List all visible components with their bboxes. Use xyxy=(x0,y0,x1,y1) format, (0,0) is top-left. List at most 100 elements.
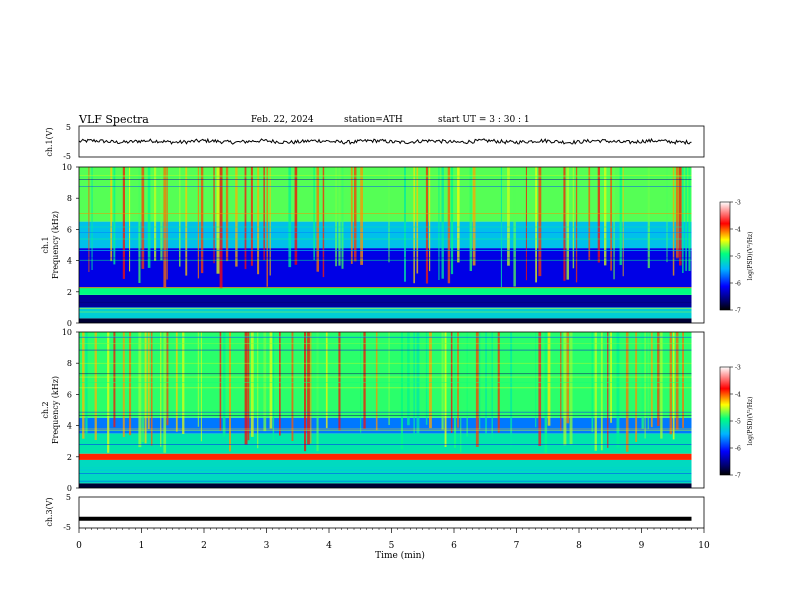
time-axis: 0 1 2 3 4 5 6 7 8 9 10 xyxy=(76,528,710,551)
colorbar-tick-label: -7 xyxy=(735,473,741,480)
spec-band xyxy=(79,459,692,484)
ch1-ylabel: ch.1(V) xyxy=(45,127,54,156)
spec-sferic xyxy=(279,332,281,436)
chart-title: VLF Spectra xyxy=(79,113,149,126)
spec-sferic xyxy=(129,167,131,272)
spec-sferic xyxy=(647,167,650,269)
spec-ytick-label: 10 xyxy=(62,163,72,172)
spec-line xyxy=(79,335,692,337)
spec-sferic xyxy=(122,332,125,438)
ch1-channel-label: ch.1 xyxy=(41,236,50,253)
ch1-trace xyxy=(78,137,692,146)
spec-sferic xyxy=(122,167,125,279)
spec-sferic xyxy=(491,332,493,439)
spec-sferic xyxy=(472,167,476,266)
spec-sferic xyxy=(263,332,267,432)
spec-sferic xyxy=(91,167,93,270)
spec-sferic xyxy=(441,167,444,279)
ch1-colorbar-gradient xyxy=(719,201,731,311)
spec-sferic xyxy=(250,332,254,437)
spec-sferic xyxy=(450,167,454,275)
spec-ytick-label: 8 xyxy=(67,194,72,203)
spec-sferic xyxy=(138,167,141,283)
spec-sferic xyxy=(338,332,341,431)
spec-line xyxy=(79,467,692,468)
ch1-waveform xyxy=(78,137,692,146)
spec-sferic xyxy=(479,332,481,429)
spec-sferic xyxy=(200,332,202,442)
spec-sferic xyxy=(325,332,328,429)
spec-sferic xyxy=(219,167,223,289)
spec-line xyxy=(79,473,692,474)
ch3-frame xyxy=(78,496,705,529)
spec-sferic xyxy=(413,167,415,284)
spec-line xyxy=(79,428,692,430)
ch1-colorbar: -3 -4 -5 -6 -7 log(PSD)(V²/Hz) xyxy=(719,200,754,315)
colorbar-tick-label: -6 xyxy=(735,281,741,288)
spec-sferic xyxy=(88,167,90,272)
spec-band xyxy=(79,287,692,295)
spec-sferic xyxy=(294,167,298,265)
spec-line xyxy=(79,337,692,338)
spec-ytick-label: 0 xyxy=(67,484,72,493)
spec-sferic xyxy=(247,332,250,441)
spec-line xyxy=(79,376,692,378)
spec-sferic xyxy=(219,332,222,431)
spec-sferic xyxy=(416,167,419,274)
spec-sferic xyxy=(257,332,259,449)
spec-line xyxy=(79,232,692,233)
spec-sferic xyxy=(669,332,672,435)
spec-line xyxy=(79,259,692,261)
spec-sferic xyxy=(94,332,97,440)
spec-line xyxy=(79,411,692,413)
spec-sferic xyxy=(175,332,178,432)
ch1-panel: 5 -5 ch.1(V) xyxy=(45,123,705,161)
spec-sferic xyxy=(566,167,569,280)
colorbar-tick-label: -5 xyxy=(735,254,741,261)
ch2-colorbar-label: log(PSD)(V²/Hz) xyxy=(747,397,754,446)
spec-sferic xyxy=(625,332,629,452)
spec-sferic xyxy=(269,332,273,429)
spec-sferic xyxy=(404,167,406,282)
spec-sferic xyxy=(185,167,188,276)
spec-sferic xyxy=(635,332,638,442)
spec-sferic xyxy=(679,167,682,266)
spec-sferic xyxy=(354,167,357,262)
spec-sferic xyxy=(566,332,569,424)
spec-line xyxy=(79,430,692,431)
spec-sferic xyxy=(613,167,615,280)
spec-line xyxy=(79,373,692,375)
xtick-label: 9 xyxy=(639,541,645,551)
xaxis-label: Time (min) xyxy=(375,550,425,561)
spec-line xyxy=(79,257,692,259)
spec-sferic xyxy=(235,167,238,267)
ch1-spec-yticks: 0 2 4 6 8 10 xyxy=(62,163,79,328)
xtick-label: 5 xyxy=(389,541,395,551)
spec-band xyxy=(79,483,692,488)
xtick-label: 8 xyxy=(576,541,582,551)
spec-sferic xyxy=(500,167,502,289)
spec-sferic xyxy=(547,332,551,426)
spec-sferic xyxy=(213,167,215,264)
spec-sferic xyxy=(316,332,319,452)
spec-sferic xyxy=(616,332,620,448)
spec-sferic xyxy=(107,332,110,453)
spec-ytick-label: 2 xyxy=(67,453,72,462)
spec-sferic xyxy=(200,167,204,274)
spec-sferic xyxy=(141,332,145,442)
xtick-label: 10 xyxy=(698,541,710,551)
ch1-colorbar-label: log(PSD)(V²/Hz) xyxy=(747,232,754,281)
spec-sferic xyxy=(429,167,431,272)
spec-sferic xyxy=(316,167,319,272)
ch3-ytick-bottom: -5 xyxy=(63,523,71,532)
spec-sferic xyxy=(675,167,679,259)
spec-line xyxy=(79,469,692,471)
spec-line xyxy=(79,176,692,178)
spec-sferic xyxy=(657,332,660,426)
spec-sferic xyxy=(154,167,157,261)
xtick-label: 2 xyxy=(201,541,207,551)
spec-sferic xyxy=(685,167,687,271)
spec-line xyxy=(79,444,692,445)
spec-sferic xyxy=(647,332,649,430)
xtick-label: 7 xyxy=(514,541,520,551)
